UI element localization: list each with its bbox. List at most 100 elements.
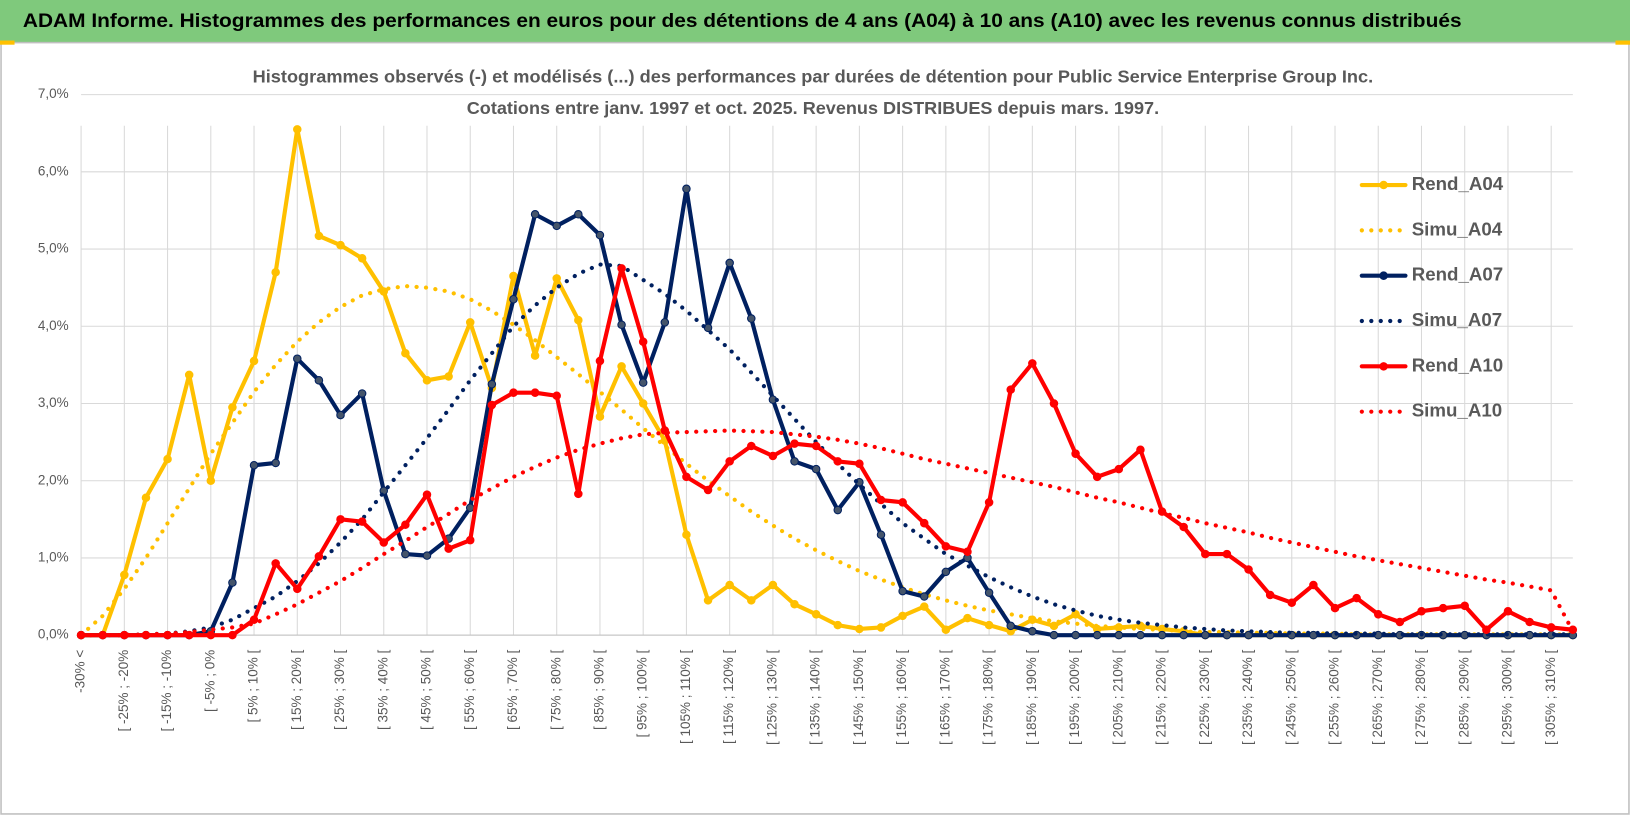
data-point: [725, 258, 734, 268]
x-tick-label: [ 55% ; 60% [: [462, 649, 477, 730]
data-point: [595, 230, 605, 240]
data-point: [249, 356, 259, 366]
data-point: [1028, 627, 1037, 636]
y-tick-label: 3,0%: [38, 395, 69, 410]
data-point: [790, 439, 799, 448]
data-point: [422, 551, 432, 560]
data-point: [1482, 625, 1491, 635]
data-point: [1222, 549, 1232, 559]
legend-label: Simu_A04: [1412, 218, 1503, 239]
legend-label: Rend_A10: [1412, 354, 1503, 375]
data-point: [855, 624, 864, 634]
x-tick-label: [ 15% ; 20% [: [289, 649, 304, 730]
legend-label: Simu_A07: [1412, 309, 1502, 330]
data-point: [1438, 603, 1448, 613]
x-tick-label: [ 235% ; 240% [: [1240, 649, 1255, 745]
x-tick-label: [ 25% ; 30% [: [332, 649, 347, 730]
chart-frame: [0, 41, 1630, 815]
data-point: [293, 584, 302, 594]
data-point: [379, 538, 389, 547]
data-point: [206, 630, 216, 640]
data-point: [963, 547, 972, 557]
data-point: [271, 559, 280, 568]
legend-label: Simu_A10: [1412, 400, 1502, 421]
data-point: [984, 588, 994, 597]
data-point: [552, 274, 561, 283]
data-point: [855, 459, 864, 468]
x-tick-label: [ 205% ; 210% [: [1110, 649, 1125, 745]
data-point: [293, 354, 302, 363]
data-point: [1309, 580, 1318, 590]
data-point: [876, 530, 886, 540]
data-point: [638, 378, 648, 387]
data-point: [357, 517, 367, 526]
data-point: [747, 596, 756, 605]
data-point: [1136, 445, 1145, 455]
data-point: [617, 362, 626, 371]
data-point: [1179, 630, 1188, 640]
legend-marker: [1379, 362, 1388, 371]
data-point: [120, 570, 129, 580]
x-tick-label: [ 175% ; 180% [: [981, 649, 996, 745]
x-tick-label: [ 115% ; 120% [: [721, 649, 736, 744]
data-point: [487, 400, 497, 410]
x-tick-label: [ 45% ; 50% [: [419, 649, 434, 730]
x-tick-label: [ 255% ; 260% [: [1327, 649, 1342, 745]
data-point: [1071, 630, 1080, 640]
series-line: [79, 266, 1575, 638]
data-point: [1417, 606, 1426, 616]
x-tick-label: [ 145% ; 150% [: [851, 649, 866, 745]
y-tick-label: 0,0%: [38, 627, 69, 642]
data-point: [747, 314, 756, 323]
x-tick-label: [ -5% ; 0%: [202, 650, 217, 712]
data-point: [1092, 472, 1102, 482]
data-point: [574, 489, 583, 499]
data-point: [1049, 630, 1059, 640]
x-tick-label: -30% <: [73, 650, 88, 693]
data-point: [595, 412, 605, 421]
data-point: [1114, 630, 1124, 640]
y-tick-label: 2,0%: [38, 472, 69, 487]
data-point: [1114, 464, 1124, 474]
x-tick-label: [ -25% ; -20%: [116, 650, 131, 732]
data-point: [898, 611, 907, 621]
page-title: ADAM Informe. Histogrammes des performan…: [23, 10, 1462, 32]
x-tick-label: [ 135% ; 140% [: [808, 649, 823, 745]
x-tick-label: [ 265% ; 270% [: [1370, 649, 1385, 745]
data-point: [1287, 598, 1297, 607]
data-point: [314, 376, 324, 385]
data-point: [1049, 399, 1059, 408]
data-point: [790, 600, 799, 609]
data-point: [249, 461, 259, 470]
data-point: [357, 254, 367, 263]
data-point: [833, 505, 843, 515]
data-point: [465, 318, 475, 327]
data-point: [530, 210, 540, 219]
data-point: [271, 267, 280, 277]
data-point: [725, 580, 734, 590]
y-tick-label: 1,0%: [38, 549, 69, 564]
x-tick-label: [ -15% ; -10%: [159, 650, 174, 732]
x-tick-label: [ 285% ; 290% [: [1456, 649, 1471, 745]
data-point: [1244, 630, 1253, 640]
data-point: [293, 125, 302, 134]
data-point: [401, 520, 410, 529]
data-point: [1395, 617, 1405, 627]
data-point: [228, 630, 237, 640]
x-tick-label: [ 195% ; 200% [: [1067, 649, 1082, 745]
y-tick-label: 5,0%: [38, 241, 69, 256]
data-point: [682, 530, 691, 540]
data-point: [184, 370, 194, 380]
data-point: [422, 490, 432, 499]
x-tick-label: [ 295% ; 300% [: [1500, 649, 1515, 745]
data-point: [876, 623, 886, 632]
data-point: [1157, 630, 1167, 640]
data-point: [703, 596, 713, 605]
data-point: [552, 221, 561, 231]
data-point: [1330, 603, 1340, 613]
x-tick-label: [ 125% ; 130% [: [764, 649, 779, 745]
data-point: [1460, 601, 1469, 611]
series-line: [79, 428, 1575, 638]
